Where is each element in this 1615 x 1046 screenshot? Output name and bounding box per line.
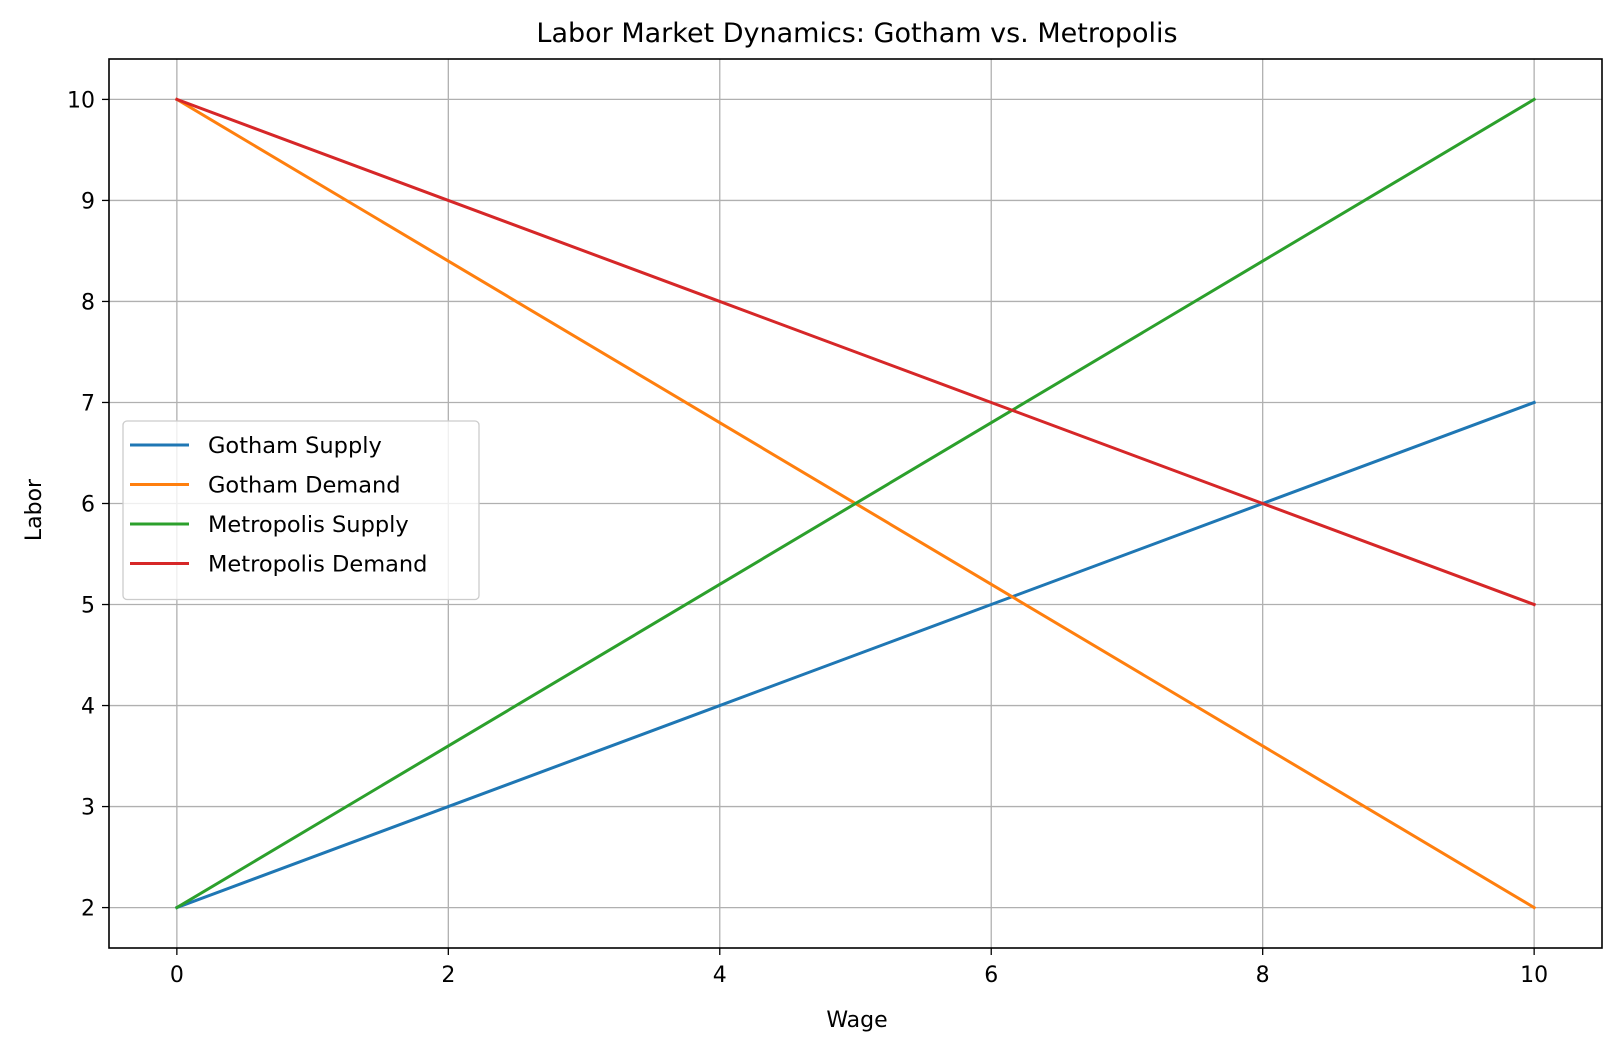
x-tick-label: 0	[170, 963, 184, 988]
chart-title: Labor Market Dynamics: Gotham vs. Metrop…	[536, 18, 1177, 49]
plot-area	[108, 58, 1603, 949]
y-axis: 2 3 4 5 6 7 8 9 10	[67, 88, 109, 922]
x-tick-label: 2	[441, 963, 455, 988]
y-tick-label: 2	[81, 897, 95, 922]
series-lines	[174, 97, 1537, 910]
x-tick-label: 4	[713, 963, 727, 988]
y-tick-label: 6	[81, 493, 95, 518]
legend-label-metropolis-supply: Metropolis Supply	[208, 512, 409, 538]
y-tick-label: 4	[81, 695, 95, 720]
legend-box	[122, 420, 480, 601]
x-axis: 0 2 4 6 8 10	[170, 948, 1548, 988]
y-tick-label: 5	[81, 594, 95, 619]
y-tick-label: 8	[81, 290, 95, 315]
legend-label-gotham-demand: Gotham Demand	[208, 473, 401, 499]
y-tick-label: 7	[81, 391, 95, 416]
legend-label-gotham-supply: Gotham Supply	[208, 433, 382, 459]
y-tick-label: 3	[81, 796, 95, 821]
y-tick-label: 9	[81, 189, 95, 214]
x-tick-label: 10	[1520, 963, 1548, 988]
legend: Gotham Supply Gotham Demand Metropolis Sup…	[122, 420, 480, 601]
x-axis-label: Wage	[826, 1008, 887, 1033]
y-axis-label: Labor	[22, 478, 47, 541]
series-line-metropolis-demand	[174, 97, 1537, 607]
x-tick-label: 8	[1256, 963, 1270, 988]
series-line-gotham-supply	[174, 400, 1537, 910]
legend-label-metropolis-demand: Metropolis Demand	[208, 552, 427, 578]
series-line-metropolis-supply	[174, 97, 1537, 910]
y-tick-label: 10	[67, 88, 95, 113]
x-tick-label: 6	[984, 963, 998, 988]
